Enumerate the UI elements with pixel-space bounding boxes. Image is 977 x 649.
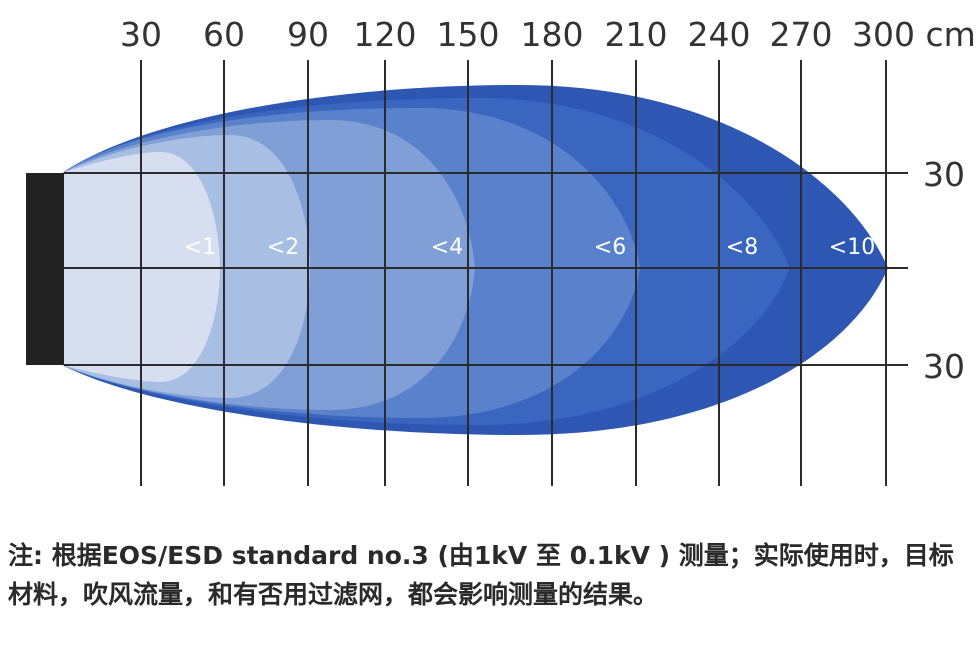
footnote-prefix: 注:	[8, 541, 43, 570]
top-tick-label: 180	[521, 15, 584, 54]
right-tick-label-upper: 30	[923, 155, 965, 194]
zone-label-6: <6	[594, 235, 626, 260]
top-axis: 30 60 90 120 150 180 210 240 270 300 cm	[120, 15, 976, 54]
zone-label-10: <10	[829, 235, 875, 260]
zone-labels: <1 <2 <4 <6 <8 <10	[184, 235, 875, 260]
footnote-text: 根据EOS/ESD standard no.3 (由1kV 至 0.1kV ) …	[8, 541, 954, 609]
top-tick-label: 240	[688, 15, 751, 54]
zone-label-1: <1	[184, 235, 216, 260]
top-tick-label: 150	[437, 15, 500, 54]
right-axis: 30 30	[923, 155, 965, 386]
top-tick-label: 90	[287, 15, 329, 54]
zone-label-2: <2	[267, 235, 299, 260]
zone-label-8: <8	[726, 235, 758, 260]
top-tick-label: 30	[120, 15, 162, 54]
footnote: 注: 根据EOS/ESD standard no.3 (由1kV 至 0.1kV…	[8, 536, 968, 614]
coverage-zones	[62, 85, 888, 435]
top-tick-label: 270	[770, 15, 833, 54]
right-tick-label-lower: 30	[923, 347, 965, 386]
ion-balance-coverage-diagram: 30 60 90 120 150 180 210 240 270 300 cm …	[26, 15, 976, 486]
top-tick-label: 60	[203, 15, 245, 54]
top-tick-label-cm: 300 cm	[852, 15, 976, 54]
zone-label-4: <4	[431, 235, 463, 260]
top-tick-label: 120	[354, 15, 417, 54]
grid-lines	[64, 60, 908, 486]
top-tick-label: 210	[605, 15, 668, 54]
ionizer-device	[26, 173, 64, 365]
